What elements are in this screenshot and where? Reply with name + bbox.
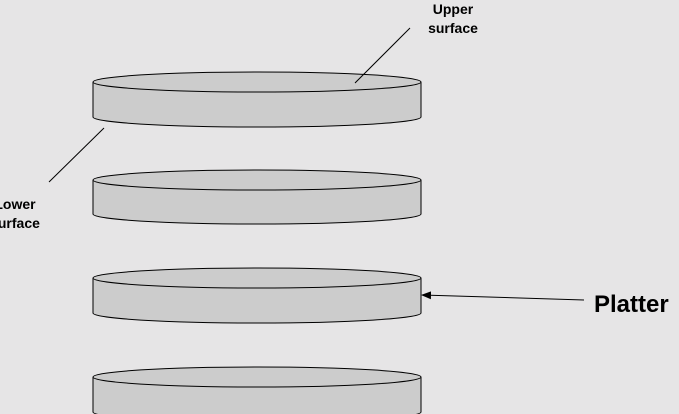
platter-disk-2 — [92, 169, 422, 225]
platter-arrow — [421, 291, 585, 301]
platter-disk-4 — [92, 366, 422, 414]
lower-surface-label: Lower surface — [0, 196, 40, 231]
upper-surface-label: Upper surface — [428, 1, 478, 36]
platter-label: Platter — [594, 291, 669, 318]
platter-disk-3 — [92, 267, 422, 324]
upper-surface-pointer-line — [354, 27, 411, 84]
platter-disk-1 — [92, 71, 422, 128]
lower-surface-pointer-line — [48, 127, 105, 183]
